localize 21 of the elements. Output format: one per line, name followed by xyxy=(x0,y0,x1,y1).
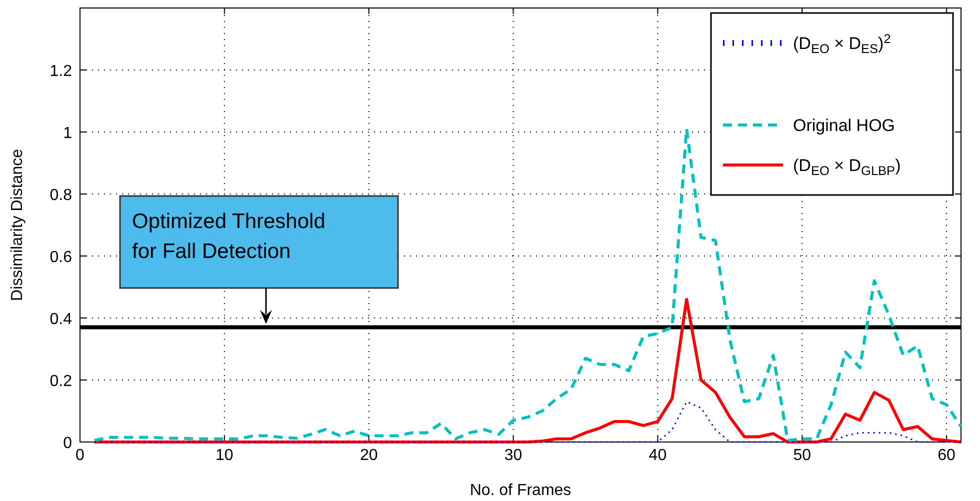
y-tick-label: 0.6 xyxy=(50,249,72,266)
y-axis-title: Dissimilarity Distance xyxy=(9,148,26,302)
x-tick-label: 10 xyxy=(216,447,234,464)
y-tick-label: 0.4 xyxy=(50,311,72,328)
x-tick-label: 0 xyxy=(76,447,85,464)
y-tick-label: 0 xyxy=(63,435,72,452)
legend-label: Original HOG xyxy=(793,116,896,135)
annotation: Optimized Threshold for Fall Detection xyxy=(132,210,326,263)
x-axis-title: No. of Frames xyxy=(470,482,572,499)
y-tick-label: 1 xyxy=(63,125,72,142)
x-tick-label: 60 xyxy=(938,447,956,464)
y-tick-label: 0.8 xyxy=(50,187,72,204)
x-tick-label: 30 xyxy=(504,447,522,464)
legend-label: (D$_{EO}$ × D$_{GLBP}$) xyxy=(793,156,901,178)
legend-label: (D$_{EO}$ × D$_{ES}$)$^{2}$ xyxy=(793,31,891,56)
y-tick-label: 1.2 xyxy=(50,63,72,80)
x-tick-label: 20 xyxy=(360,447,378,464)
x-tick-label: 50 xyxy=(793,447,812,464)
line-series xyxy=(94,400,962,443)
x-tick-label: 40 xyxy=(648,447,667,464)
y-tick-label: 0.2 xyxy=(50,373,72,390)
